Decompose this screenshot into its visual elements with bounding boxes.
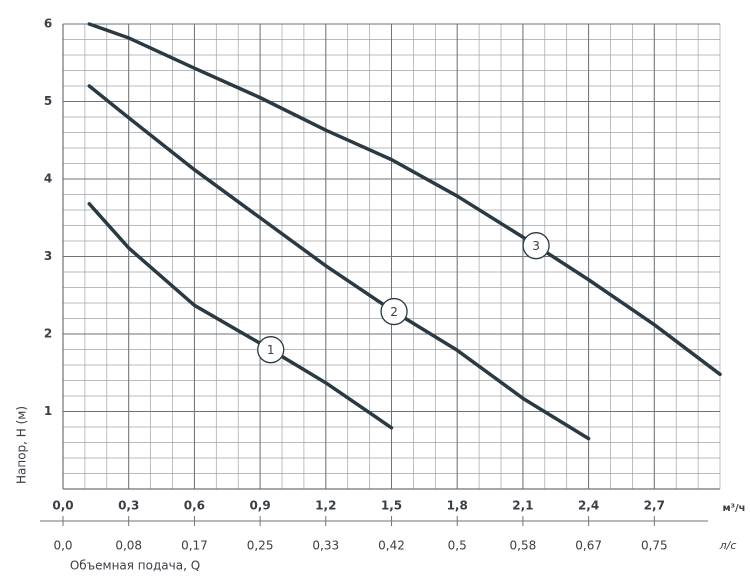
y-tick-label: 4 <box>44 172 52 186</box>
x2-tick-label: 0,17 <box>181 539 208 553</box>
y-tick-label: 3 <box>44 249 52 263</box>
x2-tick-label: 0,5 <box>448 539 467 553</box>
curve-label-circle <box>380 297 408 326</box>
x-axis-label: Объемная подача, Q <box>70 559 200 573</box>
x-tick-label: 2,4 <box>578 499 599 513</box>
curve <box>87 84 591 441</box>
x-tick-label: 2,1 <box>512 499 533 513</box>
x-tick-label: 1,5 <box>381 499 402 513</box>
y-tick-label: 5 <box>44 94 52 108</box>
x2-tick-label: 0,67 <box>575 539 602 553</box>
x-tick-label: 1,2 <box>315 499 336 513</box>
x-tick-label: 1,8 <box>447 499 468 513</box>
x2-tick-label: 0,75 <box>641 539 668 553</box>
x2-tick-label: 0,33 <box>312 539 339 553</box>
x-tick-label: 2,7 <box>644 499 665 513</box>
x2-unit: л/с <box>719 539 737 552</box>
x2-tick-label: 0,08 <box>115 539 142 553</box>
x2-tick-label: 0,25 <box>247 539 274 553</box>
curve-label-circle <box>257 336 285 364</box>
curve <box>87 202 394 430</box>
x-tick-label: 0,9 <box>249 499 270 513</box>
x-tick-label: 0,0 <box>52 499 73 513</box>
y-tick-label: 2 <box>44 327 52 341</box>
legend-label: 1 <box>267 343 275 357</box>
x2-tick-label: 0,0 <box>53 539 72 553</box>
legend-label: 2 <box>390 305 398 319</box>
x2-tick-label: 0,58 <box>510 539 537 553</box>
y-tick-label: 1 <box>44 404 52 418</box>
curve-label-circle <box>522 232 550 260</box>
x-tick-label: 0,3 <box>118 499 139 513</box>
x-unit: м³/ч <box>722 503 745 514</box>
curve <box>87 22 722 377</box>
x-tick-label: 0,6 <box>184 499 205 513</box>
y-tick-label: 6 <box>44 17 52 31</box>
legend-label: 3 <box>532 239 540 253</box>
x2-tick-label: 0,42 <box>378 539 405 553</box>
y-axis-label: Напор, H (м) <box>15 406 29 484</box>
